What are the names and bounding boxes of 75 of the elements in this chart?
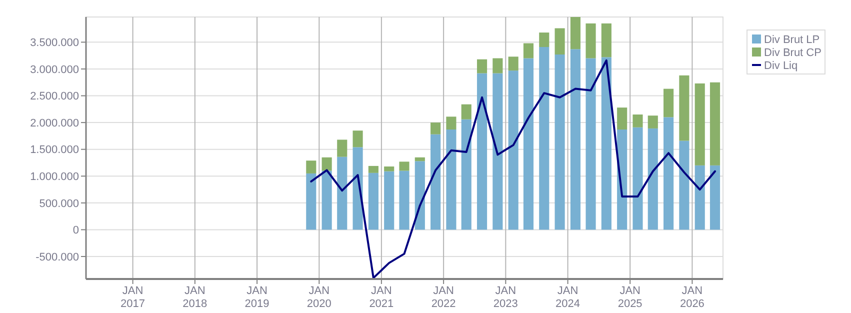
bar (632, 127, 643, 230)
bar (523, 58, 534, 230)
bar (399, 162, 410, 171)
bar (508, 70, 518, 230)
y-tick-label: 500.000 (39, 198, 79, 210)
x-tick-label: JAN 2020 (306, 285, 332, 310)
bar (306, 173, 316, 230)
bar (492, 73, 503, 230)
bar (586, 58, 596, 230)
bar (586, 23, 596, 58)
x-tick-label: JAN 2017 (120, 285, 146, 310)
bar (694, 83, 705, 166)
bar (554, 54, 565, 230)
x-tick-label: JAN 2023 (493, 285, 518, 310)
bar (679, 140, 690, 230)
bar (430, 122, 441, 134)
bar (508, 56, 518, 71)
x-tick-label: JAN 2019 (244, 285, 270, 310)
bar (322, 157, 332, 171)
y-tick-label: 0 (72, 224, 79, 237)
bar (492, 58, 503, 74)
legend-label: Div Liq (764, 60, 798, 72)
bar (337, 140, 348, 157)
bar (322, 170, 332, 230)
y-tick-label: 3.000.000 (30, 64, 79, 76)
y-tick-label: 2.000.000 (30, 117, 79, 130)
bar (617, 108, 628, 130)
bar (679, 75, 690, 141)
line-series (310, 59, 716, 279)
y-tick-label: 2.500.000 (30, 90, 79, 103)
x-tick-label: JAN 2026 (680, 285, 704, 310)
bar (446, 130, 456, 230)
y-tick-label: 3.500.000 (30, 37, 79, 50)
bar (384, 171, 394, 230)
bar (694, 165, 705, 230)
bar (601, 23, 612, 58)
bar (710, 165, 720, 230)
bar (570, 49, 580, 230)
y-tick-label: 1.000.000 (30, 170, 79, 183)
y-tick-label: -500.000 (36, 251, 79, 264)
x-tick-label: JAN 2025 (618, 285, 642, 310)
bar (648, 128, 658, 230)
bar (632, 114, 643, 128)
bar (601, 57, 612, 230)
bar (414, 157, 425, 162)
bar (384, 166, 394, 172)
bar (337, 156, 348, 230)
bar (476, 73, 488, 230)
y-tick-label: 1.500.000 (30, 144, 79, 156)
bar (476, 59, 488, 74)
bar (554, 28, 565, 55)
bar (368, 166, 378, 173)
bar (446, 116, 456, 130)
bar (399, 170, 410, 230)
bar (664, 88, 674, 118)
bar (539, 32, 550, 48)
bar (368, 172, 378, 230)
x-tick-label: JAN 2024 (556, 285, 580, 310)
x-tick-label: JAN 2018 (182, 285, 208, 310)
legend-label: Div Brut CP (764, 46, 822, 59)
bar (539, 47, 550, 230)
x-tick-label: JAN 2021 (369, 285, 394, 310)
bar (414, 161, 425, 230)
bar (461, 119, 472, 230)
x-tick-label: JAN 2022 (431, 285, 456, 310)
bar (306, 160, 316, 174)
bar (352, 130, 363, 148)
bar (710, 82, 720, 166)
legend-label: Div Brut LP (764, 34, 820, 46)
bar (570, 17, 580, 50)
bar (461, 104, 472, 120)
bar (648, 116, 658, 128)
bar (523, 43, 534, 58)
bar (430, 134, 441, 230)
bar (664, 117, 674, 230)
